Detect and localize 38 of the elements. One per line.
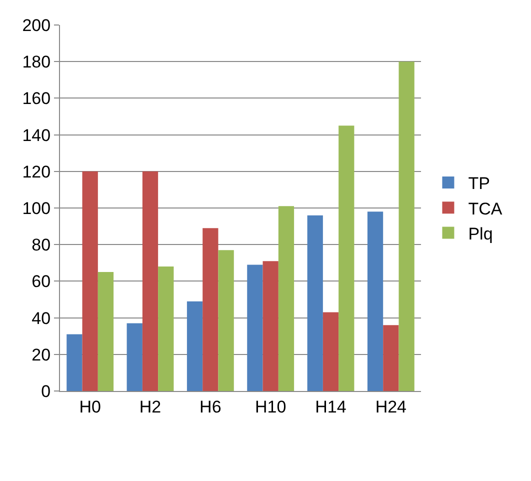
y-tick-label: 120: [22, 162, 51, 182]
bar: [82, 171, 98, 391]
legend-label: TP: [468, 174, 490, 194]
bar: [398, 62, 414, 391]
y-tick-label: 0: [41, 382, 51, 401]
bar: [307, 215, 323, 391]
y-tick-label: 80: [32, 236, 51, 255]
bar: [338, 126, 354, 391]
y-tick-label: 140: [22, 126, 51, 145]
x-tick-label: H2: [139, 397, 162, 416]
y-tick-label: 40: [32, 308, 51, 328]
x-tick-label: H6: [200, 397, 222, 416]
bar: [322, 312, 339, 391]
y-tick-label: 200: [22, 16, 51, 35]
bar: [142, 171, 158, 391]
bar: [158, 266, 174, 391]
legend-label: TCA: [468, 199, 503, 218]
bar: [202, 228, 218, 391]
bar: [383, 325, 399, 391]
x-tick-label: H10: [254, 397, 286, 416]
bar: [262, 261, 278, 391]
legend-label: Plq: [468, 224, 493, 244]
y-tick-label: 100: [22, 198, 51, 218]
bar: [66, 334, 82, 391]
y-tick-label: 60: [32, 272, 51, 292]
bar: [186, 301, 203, 391]
bar: [367, 212, 384, 391]
x-tick-label: H24: [375, 397, 407, 416]
bar: [278, 206, 294, 391]
y-tick-label: 20: [32, 345, 51, 364]
x-tick-label: H0: [79, 397, 101, 416]
bar: [218, 250, 234, 391]
x-tick-label: H14: [315, 397, 346, 416]
bar: [126, 323, 142, 391]
bar: [98, 272, 114, 391]
bar: [247, 264, 263, 391]
y-tick-label: 160: [22, 89, 51, 108]
y-tick-label: 180: [22, 52, 51, 72]
